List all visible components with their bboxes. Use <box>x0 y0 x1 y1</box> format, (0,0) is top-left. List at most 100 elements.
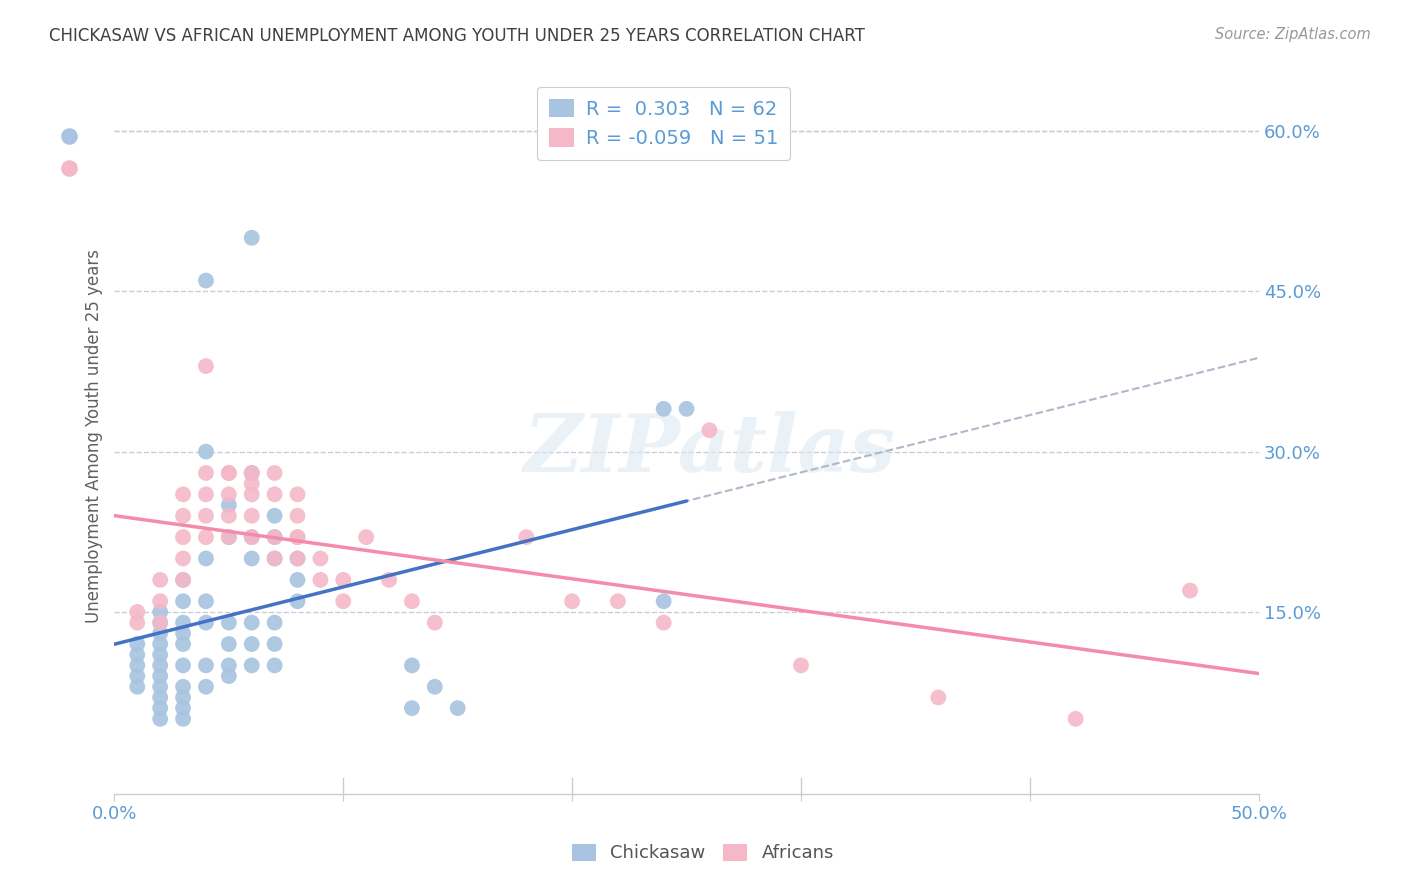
Point <box>218 530 240 544</box>
Point <box>194 508 217 523</box>
Point <box>263 615 285 630</box>
Point <box>287 508 309 523</box>
Point <box>172 690 194 705</box>
Point <box>263 530 285 544</box>
Point <box>194 680 217 694</box>
Point <box>149 615 172 630</box>
Point <box>218 637 240 651</box>
Point <box>218 466 240 480</box>
Point <box>149 690 172 705</box>
Point <box>127 637 149 651</box>
Point <box>240 658 263 673</box>
Point <box>172 508 194 523</box>
Point <box>401 594 423 608</box>
Point <box>287 530 309 544</box>
Y-axis label: Unemployment Among Youth under 25 years: Unemployment Among Youth under 25 years <box>86 249 103 623</box>
Point <box>240 615 263 630</box>
Point <box>263 551 285 566</box>
Point <box>240 530 263 544</box>
Text: Source: ZipAtlas.com: Source: ZipAtlas.com <box>1215 27 1371 42</box>
Point <box>287 551 309 566</box>
Point <box>423 680 446 694</box>
Point <box>172 573 194 587</box>
Point <box>149 594 172 608</box>
Point <box>172 712 194 726</box>
Point <box>378 573 401 587</box>
Point <box>127 658 149 673</box>
Point <box>790 658 813 673</box>
Point <box>263 508 285 523</box>
Point <box>1064 712 1087 726</box>
Point <box>240 476 263 491</box>
Point <box>149 573 172 587</box>
Text: CHICKASAW VS AFRICAN UNEMPLOYMENT AMONG YOUTH UNDER 25 YEARS CORRELATION CHART: CHICKASAW VS AFRICAN UNEMPLOYMENT AMONG … <box>49 27 865 45</box>
Point <box>240 551 263 566</box>
Point <box>172 530 194 544</box>
Point <box>194 466 217 480</box>
Point <box>240 466 263 480</box>
Point <box>149 615 172 630</box>
Point <box>172 615 194 630</box>
Point <box>652 594 675 608</box>
Point <box>218 669 240 683</box>
Point <box>172 487 194 501</box>
Point <box>652 401 675 416</box>
Point <box>287 487 309 501</box>
Point <box>194 658 217 673</box>
Point <box>263 487 285 501</box>
Point <box>127 680 149 694</box>
Point <box>172 658 194 673</box>
Point <box>287 594 309 608</box>
Point <box>172 701 194 715</box>
Point <box>194 487 217 501</box>
Point <box>699 423 721 437</box>
Point <box>287 573 309 587</box>
Point <box>218 466 240 480</box>
Point <box>194 594 217 608</box>
Point <box>127 669 149 683</box>
Point <box>218 658 240 673</box>
Point <box>127 648 149 662</box>
Point <box>263 551 285 566</box>
Point <box>58 161 80 176</box>
Point <box>194 530 217 544</box>
Point <box>927 690 949 705</box>
Point <box>149 648 172 662</box>
Point <box>172 680 194 694</box>
Point <box>263 658 285 673</box>
Point <box>149 701 172 715</box>
Point <box>218 530 240 544</box>
Point <box>127 615 149 630</box>
Point <box>332 573 354 587</box>
Point <box>287 530 309 544</box>
Point <box>172 551 194 566</box>
Point <box>561 594 583 608</box>
Point <box>149 658 172 673</box>
Point <box>675 401 697 416</box>
Text: ZIPatlas: ZIPatlas <box>523 411 896 489</box>
Point <box>240 637 263 651</box>
Point <box>172 626 194 640</box>
Point <box>194 551 217 566</box>
Point <box>218 615 240 630</box>
Point <box>515 530 537 544</box>
Point <box>332 594 354 608</box>
Point <box>309 573 332 587</box>
Point <box>172 594 194 608</box>
Point <box>401 658 423 673</box>
Legend: Chickasaw, Africans: Chickasaw, Africans <box>565 837 841 870</box>
Point <box>287 551 309 566</box>
Point <box>218 498 240 512</box>
Point <box>240 466 263 480</box>
Point <box>309 551 332 566</box>
Point <box>149 712 172 726</box>
Legend: R =  0.303   N = 62, R = -0.059   N = 51: R = 0.303 N = 62, R = -0.059 N = 51 <box>537 87 790 160</box>
Point <box>149 680 172 694</box>
Point <box>194 615 217 630</box>
Point <box>194 274 217 288</box>
Point <box>149 626 172 640</box>
Point <box>194 359 217 373</box>
Point <box>447 701 470 715</box>
Point <box>240 508 263 523</box>
Point <box>240 487 263 501</box>
